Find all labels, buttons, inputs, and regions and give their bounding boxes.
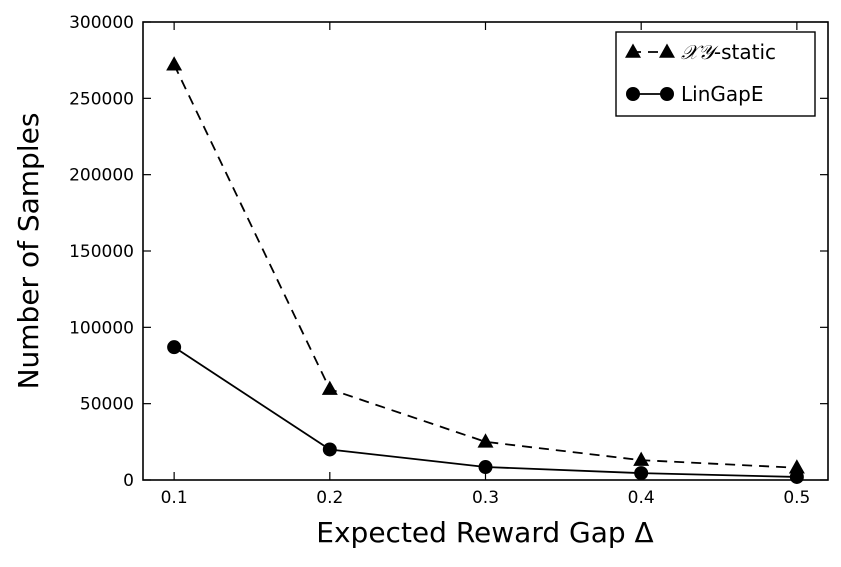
data-point (634, 466, 649, 481)
y-tick-label: 300000 (69, 13, 134, 33)
y-axis-label: Number of Samples (12, 113, 45, 390)
series-line (173, 64, 797, 469)
data-point (789, 469, 804, 484)
legend-frame (615, 31, 816, 117)
data-point (477, 433, 494, 448)
legend-marker (626, 87, 640, 101)
y-tick-label: 0 (123, 471, 134, 491)
y-tick-label: 50000 (80, 395, 134, 415)
legend-marker (659, 43, 675, 58)
data-point (322, 442, 337, 457)
y-tick-label: 200000 (69, 166, 134, 186)
legend-entry: 𝒳𝒴-static (625, 40, 776, 64)
y-tick-label: 250000 (69, 89, 134, 109)
x-tick-label: 0.5 (783, 488, 810, 508)
legend-entry: LinGapE (626, 82, 763, 106)
y-axis-ticks: 0 50000 100000 150000 200000 250000 300000 (69, 13, 828, 491)
legend: 𝒳𝒴-static LinGapE (615, 31, 816, 117)
legend-label: 𝒳𝒴-static (681, 40, 776, 64)
data-point (478, 460, 493, 475)
x-tick-label: 0.3 (472, 488, 499, 508)
series-xy-static (166, 56, 805, 474)
data-point (321, 380, 338, 395)
data-point (633, 451, 650, 466)
x-tick-label: 0.1 (161, 488, 188, 508)
series-line (173, 346, 797, 478)
data-point (167, 340, 182, 355)
legend-marker (625, 43, 641, 58)
series-layer (166, 56, 805, 484)
x-tick-label: 0.4 (628, 488, 655, 508)
series-lingape (167, 340, 804, 484)
y-tick-label: 150000 (69, 242, 134, 262)
x-axis-ticks: 0.1 0.2 0.3 0.4 0.5 (161, 22, 810, 508)
x-axis-label: Expected Reward Gap Δ (316, 516, 653, 549)
y-tick-label: 100000 (69, 318, 134, 338)
data-point (166, 56, 183, 71)
x-tick-label: 0.2 (316, 488, 343, 508)
legend-label: LinGapE (681, 82, 763, 106)
legend-marker (660, 87, 674, 101)
